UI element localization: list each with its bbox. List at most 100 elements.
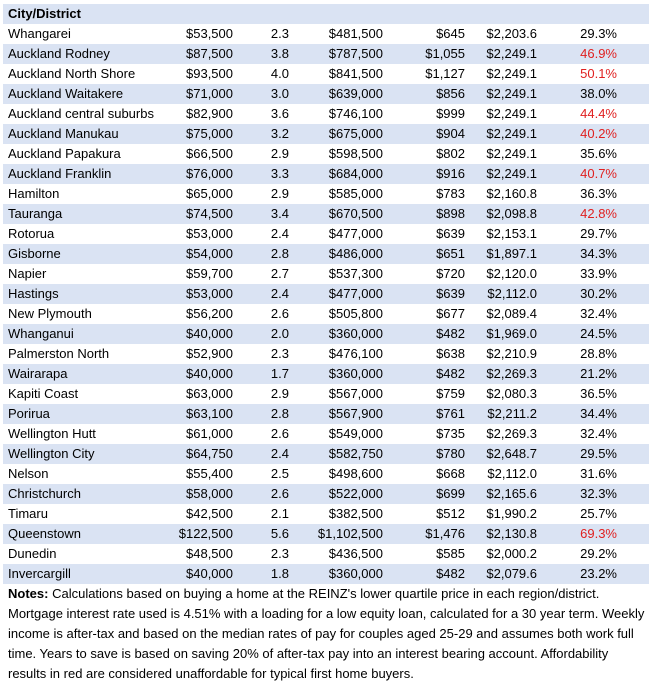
table-row: Gisborne $54,000 2.8 $486,000 $651 $1,897.1 34…: [3, 244, 649, 264]
data-cell: $63,000: [186, 386, 233, 401]
data-cell: 40.7%: [580, 166, 617, 181]
data-cell: $82,900: [186, 106, 233, 121]
data-cell: 2.7: [270, 266, 289, 281]
table-row: Hamilton $65,000 2.9 $585,000 $783 $2,160.8 36…: [3, 184, 649, 204]
data-cell: $645: [436, 26, 465, 41]
data-cell: $585: [436, 546, 465, 561]
data-cell: 32.4%: [580, 426, 617, 441]
data-cell: $64,750: [186, 446, 233, 461]
data-cell: $360,000: [328, 566, 383, 581]
data-cell: $549,000: [328, 426, 383, 441]
data-cell: $63,100: [186, 406, 233, 421]
spacer-cell: [617, 404, 649, 424]
spacer-cell: [617, 304, 649, 324]
data-cell: 32.3%: [580, 486, 617, 501]
table-row: Auckland Rodney $87,500 3.8 $787,500 $1,055 $…: [3, 44, 649, 64]
data-cell: 36.5%: [580, 386, 617, 401]
data-cell: $87,500: [186, 46, 233, 61]
district-name: Whangarei: [8, 26, 71, 41]
district-name: Tauranga: [8, 206, 63, 221]
data-cell: $55,400: [186, 466, 233, 481]
data-cell: $61,000: [186, 426, 233, 441]
district-name: Dunedin: [8, 546, 57, 561]
district-name: Wellington Hutt: [8, 426, 96, 441]
data-cell: 3.2: [270, 126, 289, 141]
spacer-cell: [617, 444, 649, 464]
data-cell: 42.8%: [580, 206, 617, 221]
table-row: Hastings $53,000 2.4 $477,000 $639 $2,112.0 30…: [3, 284, 649, 304]
data-cell: 21.2%: [580, 366, 617, 381]
data-cell: $537,300: [328, 266, 383, 281]
spacer-cell: [617, 184, 649, 204]
spacer-cell: [617, 224, 649, 244]
data-cell: $2,112.0: [487, 466, 537, 481]
data-cell: $582,750: [328, 446, 383, 461]
data-cell: $42,500: [186, 506, 233, 521]
data-cell: $93,500: [186, 66, 233, 81]
table-row: Auckland central suburbs $82,900 3.6 $746,1…: [3, 104, 649, 124]
data-cell: 3.4: [270, 206, 289, 221]
data-cell: $567,000: [328, 386, 383, 401]
affordability-table: City/District Whangarei $53,500 2.3 $481,50…: [3, 4, 649, 584]
data-cell: 2.4: [270, 446, 289, 461]
table-row: Christchurch $58,000 2.6 $522,000 $699 $2,165…: [3, 484, 649, 504]
data-cell: $56,200: [186, 306, 233, 321]
table-row: Auckland Franklin $76,000 3.3 $684,000 $916 $…: [3, 164, 649, 184]
data-cell: $1,127: [425, 66, 465, 81]
data-cell: $481,500: [328, 26, 383, 41]
spacer-cell: [617, 344, 649, 364]
data-cell: $58,000: [186, 486, 233, 501]
data-cell: $2,648.7: [486, 446, 537, 461]
data-cell: $52,900: [186, 346, 233, 361]
spacer-cell: [617, 44, 649, 64]
data-cell: $382,500: [328, 506, 383, 521]
district-name: Rotorua: [8, 226, 55, 241]
spacer-cell: [617, 364, 649, 384]
data-cell: $898: [436, 206, 465, 221]
data-cell: 2.9: [270, 386, 289, 401]
district-name: Kapiti Coast: [8, 386, 79, 401]
data-cell: $40,000: [186, 566, 233, 581]
data-cell: 2.6: [270, 486, 289, 501]
data-cell: 2.3: [270, 26, 289, 41]
table-row: Wellington Hutt $61,000 2.6 $549,000 $735 $2,…: [3, 424, 649, 444]
data-cell: $2,211.2: [487, 406, 537, 421]
table-row: Rotorua $53,000 2.4 $477,000 $639 $2,153.1 29.…: [3, 224, 649, 244]
table-row: Auckland Papakura $66,500 2.9 $598,500 $802 $…: [3, 144, 649, 164]
data-cell: $2,080.3: [486, 386, 537, 401]
district-name: Nelson: [8, 466, 49, 481]
district-name: Auckland Papakura: [8, 146, 121, 161]
data-cell: $2,165.6: [486, 486, 537, 501]
data-cell: 28.8%: [580, 346, 617, 361]
data-cell: $761: [436, 406, 465, 421]
data-cell: 3.6: [270, 106, 289, 121]
data-cell: $476,100: [328, 346, 383, 361]
district-name: Porirua: [8, 406, 50, 421]
spacer-cell: [617, 544, 649, 564]
data-cell: $2,210.9: [486, 346, 537, 361]
data-cell: $512: [436, 506, 465, 521]
data-cell: $48,500: [186, 546, 233, 561]
table-row: Tauranga $74,500 3.4 $670,500 $898 $2,098.8 42…: [3, 204, 649, 224]
data-cell: $75,000: [186, 126, 233, 141]
spacer-cell: [617, 484, 649, 504]
data-cell: 3.3: [270, 166, 289, 181]
data-cell: $783: [436, 186, 465, 201]
data-cell: $66,500: [186, 146, 233, 161]
notes: Notes: Calculations based on buying a ho…: [8, 584, 648, 684]
data-cell: $2,249.1: [486, 146, 537, 161]
data-cell: $1,476: [425, 526, 465, 541]
data-cell: $670,500: [328, 206, 383, 221]
data-cell: $567,900: [328, 406, 383, 421]
data-cell: $2,249.1: [486, 126, 537, 141]
table-body: Whangarei $53,500 2.3 $481,500 $645 $2,203.6 2…: [3, 24, 649, 584]
data-cell: $638: [436, 346, 465, 361]
district-name: Napier: [8, 266, 47, 281]
district-name: Gisborne: [8, 246, 61, 261]
data-cell: $74,500: [186, 206, 233, 221]
data-cell: $486,000: [328, 246, 383, 261]
data-cell: 2.8: [270, 246, 289, 261]
data-cell: $1,055: [425, 46, 465, 61]
data-cell: 46.9%: [580, 46, 617, 61]
data-cell: $436,500: [328, 546, 383, 561]
